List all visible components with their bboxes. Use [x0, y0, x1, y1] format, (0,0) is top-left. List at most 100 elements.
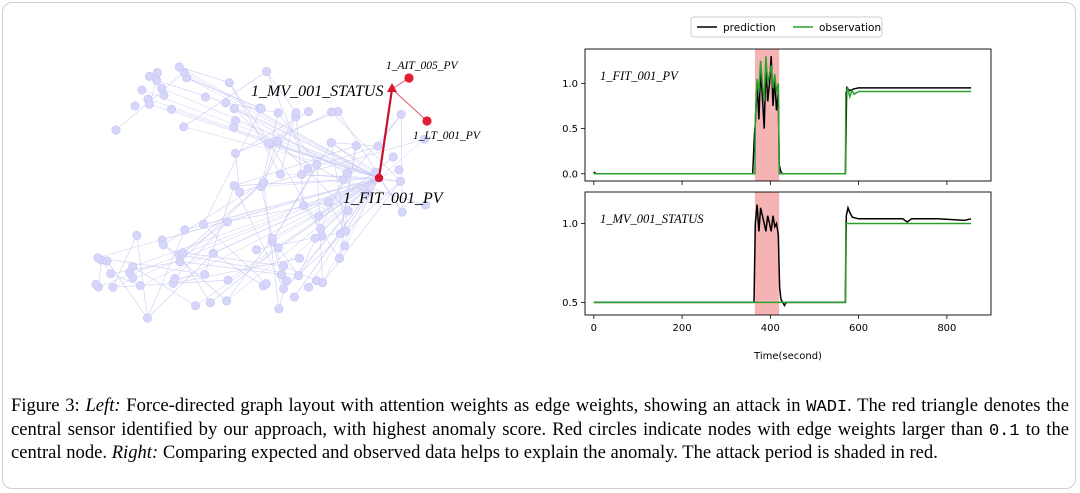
- graph-edge: [400, 114, 403, 213]
- graph-edge: [227, 177, 380, 281]
- graph-edge: [210, 247, 279, 303]
- graph-node: [297, 169, 307, 179]
- graph-node: [267, 233, 277, 243]
- graph-edge: [182, 221, 228, 254]
- graph-node: [419, 134, 429, 144]
- red-node: [422, 116, 432, 126]
- graph-node: [205, 298, 215, 308]
- graph-node: [262, 66, 272, 76]
- graph-node: [106, 269, 116, 279]
- graph-edge: [234, 145, 357, 187]
- graph-edge: [260, 112, 279, 187]
- graph-node: [304, 282, 314, 292]
- graph-node: [174, 62, 184, 72]
- graph-edge: [328, 114, 402, 203]
- graph-node: [314, 211, 324, 221]
- graph-node: [91, 279, 101, 289]
- graph-node: [264, 138, 274, 148]
- graph-edge: [156, 80, 226, 104]
- graph-edge: [268, 142, 380, 179]
- graph-node: [256, 104, 266, 114]
- graph-node: [362, 188, 372, 198]
- graph-node: [102, 256, 112, 266]
- graph-edge: [266, 71, 297, 113]
- legend: prediction observation: [690, 16, 883, 38]
- graph-edge: [283, 177, 380, 290]
- graph-node: [251, 245, 261, 255]
- graph-edge: [97, 257, 205, 275]
- graph-edge: [163, 244, 227, 302]
- graph-edge: [269, 143, 322, 229]
- graph-node: [222, 296, 232, 306]
- graph-edge: [331, 142, 376, 173]
- graph-edge: [235, 111, 339, 154]
- graph-edge: [112, 235, 138, 288]
- y-tick-label: 0.0: [562, 169, 578, 180]
- graph-edge: [110, 261, 181, 275]
- graph-edge: [112, 177, 380, 288]
- graph-edge: [331, 142, 380, 179]
- graph-node: [108, 282, 118, 292]
- graph-node: [224, 78, 234, 88]
- graph-edge: [301, 138, 425, 175]
- graph-node: [273, 243, 283, 253]
- graph-node: [208, 248, 218, 258]
- graph-node: [394, 165, 404, 175]
- caption-label: Figure 3:: [11, 395, 80, 416]
- graph-node: [335, 253, 345, 263]
- graph-node: [111, 125, 121, 135]
- y-tick-label: 0.5: [562, 124, 578, 135]
- panel-label: 1_MV_001_STATUS: [600, 212, 704, 226]
- graph-edge: [261, 177, 380, 187]
- graph-node: [340, 241, 350, 251]
- graph-node: [396, 109, 406, 119]
- plot-frame: [584, 48, 992, 182]
- graph-node: [373, 141, 383, 151]
- graph-node: [395, 176, 405, 186]
- graph-edge: [174, 274, 205, 279]
- graph-edge: [182, 181, 264, 254]
- graph-node: [279, 261, 289, 271]
- graph-edge: [320, 177, 380, 230]
- graph-node: [318, 278, 328, 288]
- anomaly-triangle: [387, 83, 397, 92]
- graph-node: [274, 304, 284, 314]
- figure-caption: Figure 3: Left: Force-directed graph lay…: [11, 395, 1069, 464]
- caption-right: Right:: [111, 442, 159, 463]
- graph-node: [304, 107, 314, 117]
- graph-node: [170, 274, 180, 284]
- graph-node: [180, 225, 190, 235]
- graph-node: [167, 104, 177, 114]
- legend-box: [690, 16, 883, 38]
- graph-edge: [226, 177, 380, 302]
- graph-node: [137, 85, 147, 95]
- graph-node: [221, 98, 231, 108]
- graph-node: [323, 197, 333, 207]
- caption-part4: Comparing expected and observed data hel…: [162, 442, 938, 463]
- graph-node: [230, 148, 240, 158]
- x-tick-label: 800: [937, 323, 956, 334]
- graph-node: [278, 284, 288, 294]
- graph-node: [303, 164, 313, 174]
- graph-node: [152, 75, 162, 85]
- graph-edge: [278, 177, 380, 249]
- caption-part1: Force-directed graph layout with attenti…: [126, 395, 801, 416]
- plot-panel: 0.5 1.0 0 200 400 600 800 1_MV_001_STATUS: [562, 191, 992, 334]
- graph-edge: [277, 141, 349, 212]
- y-tick-label: 1.0: [562, 219, 578, 230]
- graph-edge: [110, 273, 141, 286]
- graph-node: [341, 226, 351, 236]
- red-node: [404, 73, 414, 83]
- x-tick-label: 600: [849, 323, 868, 334]
- graph-edge: [239, 174, 302, 193]
- caption-threshold: 0.1: [988, 421, 1020, 441]
- series-observation: [593, 56, 972, 175]
- series-prediction: [593, 204, 972, 308]
- graph-node: [191, 301, 201, 311]
- graph-edge: [147, 98, 380, 179]
- caption-part3: to the central node.: [11, 418, 1069, 464]
- graph-node: [289, 292, 299, 302]
- panel-label: 1_FIT_001_PV: [600, 69, 679, 83]
- graph-node: [229, 104, 239, 114]
